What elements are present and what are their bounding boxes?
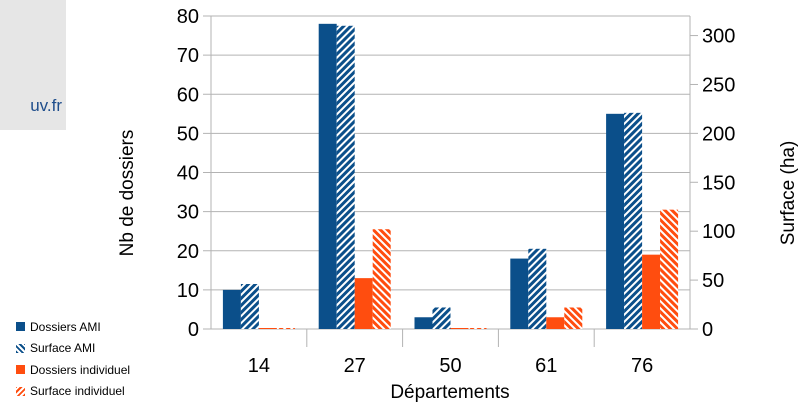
bar-surface-individuel-61 (564, 307, 583, 329)
bar-surface-individuel-14 (276, 328, 295, 329)
bar-dossiers-individuel-14 (258, 328, 277, 329)
legend-label: Dossiers AMI (30, 319, 101, 334)
bar-surface-ami-50 (432, 307, 451, 329)
x-tick-label: 14 (248, 355, 270, 377)
legend-swatch (16, 365, 25, 375)
x-tick-label: 76 (631, 355, 653, 377)
bar-dossiers-individuel-61 (546, 317, 565, 329)
legend-item: Dossiers AMI (16, 316, 130, 338)
y2-tick-label: 250 (702, 74, 735, 96)
bar-surface-individuel-50 (468, 328, 487, 329)
bar-surface-ami-27 (336, 25, 355, 329)
y2-tick-label: 300 (702, 26, 735, 48)
bar-dossiers-ami-61 (510, 258, 529, 329)
legend-swatch (16, 386, 25, 396)
legend-label: Surface individuel (30, 384, 125, 399)
legend-swatch (16, 343, 25, 353)
y-tick-label: 10 (177, 280, 199, 302)
y-tick-label: 80 (177, 6, 199, 28)
side-panel-link-text[interactable]: uv.fr (30, 96, 62, 115)
legend-item: Dossiers individuel (16, 359, 130, 381)
legend-swatch (16, 322, 25, 332)
x-tick-label: 61 (535, 355, 557, 377)
legend-item: Surface individuel (16, 381, 130, 403)
legend-item: Surface AMI (16, 338, 130, 360)
bar-surface-ami-14 (240, 284, 259, 329)
bar-surface-ami-76 (624, 112, 643, 329)
legend-label: Surface AMI (30, 341, 96, 356)
bar-dossiers-ami-50 (414, 317, 433, 329)
bars (222, 23, 679, 329)
bar-dossiers-individuel-27 (354, 278, 373, 329)
y2-tick-label: 200 (702, 123, 735, 145)
y2-tick-label: 0 (702, 319, 713, 341)
y2-tick-label: 150 (702, 172, 735, 194)
y2-tick-label: 100 (702, 221, 735, 243)
x-axis-label: Départements (390, 382, 509, 403)
bar-dossiers-individuel-50 (450, 328, 469, 329)
axes: 0 10 20 30 40 50 60 70 80 0 50 100 150 200 250 300 14 27 5… (177, 6, 736, 377)
y-axis-label: Nb de dossiers (117, 130, 138, 257)
bar-surface-ami-61 (528, 248, 547, 329)
y-tick-label: 30 (177, 202, 199, 224)
legend-label: Dossiers individuel (30, 362, 131, 377)
y2-tick-label: 50 (702, 270, 724, 292)
x-tick-label: 27 (344, 355, 366, 377)
y-tick-label: 20 (177, 241, 199, 263)
bar-dossiers-ami-76 (606, 113, 625, 329)
bar-surface-individuel-76 (660, 209, 679, 329)
y-tick-label: 40 (177, 163, 199, 185)
bar-surface-individuel-27 (372, 229, 391, 329)
side-panel: uv.fr (0, 0, 66, 130)
x-tick-label: 50 (439, 355, 461, 377)
y-tick-label: 70 (177, 45, 199, 67)
legend: Dossiers AMI Surface AMI Dossiers individu… (16, 316, 130, 402)
y-tick-label: 0 (188, 319, 199, 341)
y-tick-label: 50 (177, 123, 199, 145)
y2-axis-label: Surface (ha) (778, 141, 799, 246)
y-tick-label: 60 (177, 84, 199, 106)
bar-dossiers-ami-14 (222, 289, 241, 329)
bar-dossiers-ami-27 (318, 23, 337, 329)
bar-dossiers-individuel-76 (642, 254, 661, 329)
